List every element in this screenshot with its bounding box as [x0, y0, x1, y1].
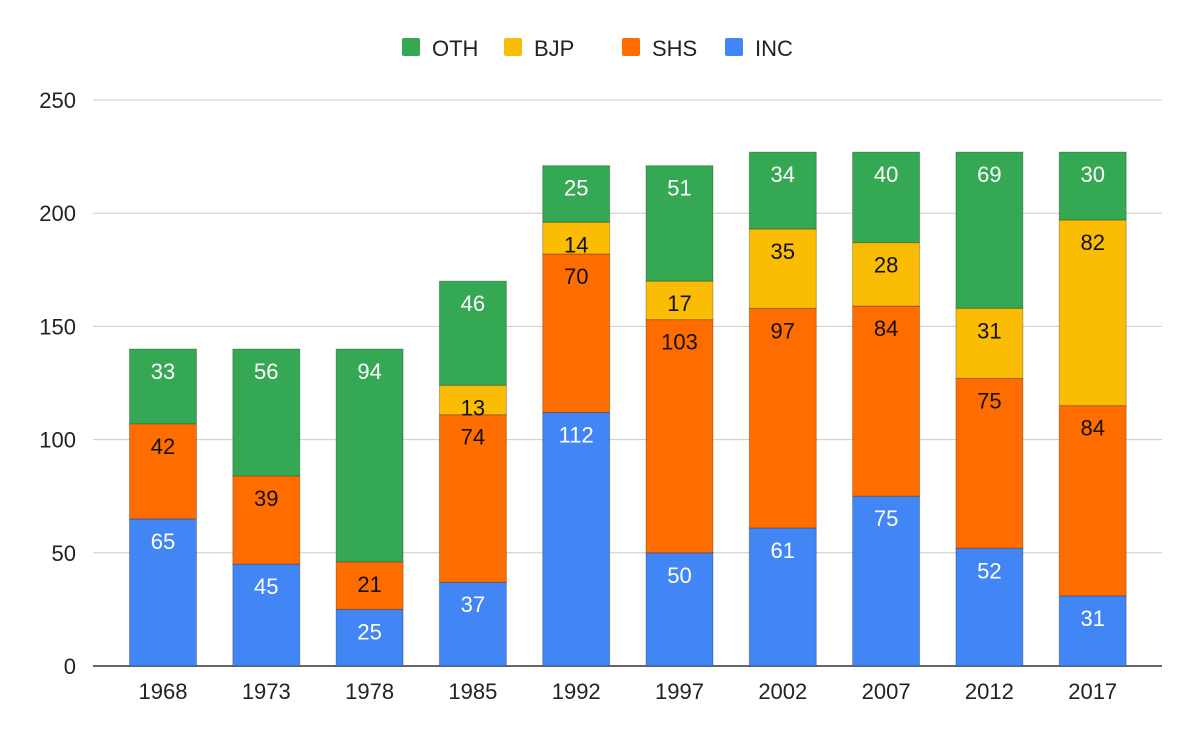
bar-shs-2007 [852, 305, 921, 497]
bar-inc-1978 [335, 608, 404, 667]
data-label-shs-1978: 21 [357, 572, 381, 597]
bar-shs-2017 [1058, 405, 1127, 597]
legend-swatch-inc [725, 38, 743, 56]
data-label-bjp-1997: 17 [667, 291, 691, 316]
bar-shs-2002 [748, 307, 817, 529]
y-tick-label: 200 [39, 201, 76, 226]
bar-inc-1968 [129, 518, 197, 667]
x-tick-label: 2012 [965, 679, 1014, 704]
data-label-shs-1992: 70 [564, 264, 588, 289]
x-tick-label: 1968 [139, 679, 188, 704]
bar-shs-1978 [335, 561, 404, 610]
bar-shs-1992 [542, 253, 611, 413]
legend-label-shs: SHS [652, 36, 697, 61]
bar-shs-1973 [232, 475, 301, 565]
bar-bjp-2002 [748, 228, 817, 309]
bar-bjp-1992 [542, 221, 611, 255]
data-label-inc-2007: 75 [874, 506, 898, 531]
data-label-inc-2017: 31 [1080, 606, 1104, 631]
data-label-inc-1992: 112 [559, 422, 594, 447]
data-label-oth-2007: 40 [874, 162, 898, 187]
bar-shs-1968 [129, 423, 197, 520]
bar-bjp-1985 [438, 384, 507, 416]
x-tick-label: 1985 [448, 679, 497, 704]
data-label-shs-1985: 74 [461, 425, 485, 450]
data-label-oth-1973: 56 [254, 359, 278, 384]
bar-inc-1992 [542, 411, 611, 667]
bar-shs-2012 [955, 377, 1024, 549]
data-label-oth-1978: 94 [357, 359, 381, 384]
x-tick-label: 1978 [345, 679, 394, 704]
data-label-oth-2002: 34 [771, 162, 795, 187]
bar-inc-2002 [748, 527, 817, 667]
y-tick-label: 0 [64, 654, 76, 679]
x-tick-label: 1992 [552, 679, 601, 704]
y-tick-label: 50 [52, 541, 76, 566]
legend-swatch-bjp [504, 38, 522, 56]
data-label-oth-2017: 30 [1080, 162, 1104, 187]
legend-label-bjp: BJP [534, 36, 574, 61]
data-label-shs-2007: 84 [874, 316, 898, 341]
data-label-oth-2012: 69 [977, 162, 1001, 187]
bar-oth-1968 [129, 348, 197, 425]
bar-bjp-2017 [1058, 219, 1127, 407]
bar-shs-1985 [438, 414, 507, 583]
data-label-inc-1985: 37 [461, 592, 485, 617]
bar-oth-1997 [645, 165, 714, 282]
bar-oth-1985 [438, 280, 507, 386]
data-label-shs-1997: 103 [661, 330, 698, 355]
data-label-inc-1997: 50 [667, 563, 691, 588]
bar-oth-2017 [1058, 151, 1127, 221]
bar-inc-2012 [955, 547, 1024, 667]
y-tick-label: 250 [39, 88, 76, 113]
bar-bjp-1997 [645, 280, 714, 321]
data-label-shs-2017: 84 [1080, 416, 1104, 441]
data-label-bjp-1992: 14 [564, 232, 588, 257]
data-label-shs-1973: 39 [254, 486, 278, 511]
legend-label-oth: OTH [432, 36, 478, 61]
bar-oth-1992 [542, 165, 611, 223]
data-label-shs-2012: 75 [977, 388, 1001, 413]
data-label-bjp-2007: 28 [874, 253, 898, 278]
data-label-bjp-1985: 13 [461, 395, 485, 420]
data-label-inc-2012: 52 [977, 558, 1001, 583]
data-label-shs-1968: 42 [151, 434, 175, 459]
x-tick-label: 1997 [655, 679, 704, 704]
bar-oth-2002 [748, 151, 817, 230]
bar-oth-1978 [335, 348, 404, 563]
bar-inc-1997 [645, 552, 714, 667]
bar-oth-2007 [852, 151, 921, 244]
bar-inc-1985 [438, 581, 507, 667]
data-label-bjp-2017: 82 [1080, 230, 1104, 255]
bar-bjp-2012 [955, 307, 1024, 379]
legend-swatch-shs [622, 38, 640, 56]
data-label-oth-1968: 33 [151, 359, 175, 384]
data-label-bjp-2012: 31 [977, 318, 1001, 343]
y-tick-label: 100 [39, 428, 76, 453]
data-label-inc-1968: 65 [151, 529, 175, 554]
x-tick-label: 2002 [758, 679, 807, 704]
data-label-inc-2002: 61 [771, 538, 795, 563]
data-label-shs-2002: 97 [771, 318, 795, 343]
data-label-inc-1973: 45 [254, 574, 278, 599]
y-tick-label: 150 [39, 314, 76, 339]
data-label-oth-1985: 46 [461, 291, 485, 316]
bar-oth-1973 [232, 348, 301, 477]
x-tick-label: 1973 [242, 679, 291, 704]
bar-inc-2007 [852, 495, 921, 667]
x-tick-label: 2007 [862, 679, 911, 704]
bar-oth-2012 [955, 151, 1024, 309]
data-label-oth-1992: 25 [564, 176, 588, 201]
data-label-oth-1997: 51 [667, 176, 691, 201]
x-tick-label: 2017 [1068, 679, 1117, 704]
legend-label-inc: INC [755, 36, 793, 61]
legend-swatch-oth [402, 38, 420, 56]
data-label-inc-1978: 25 [357, 619, 381, 644]
data-label-bjp-2002: 35 [771, 239, 795, 264]
